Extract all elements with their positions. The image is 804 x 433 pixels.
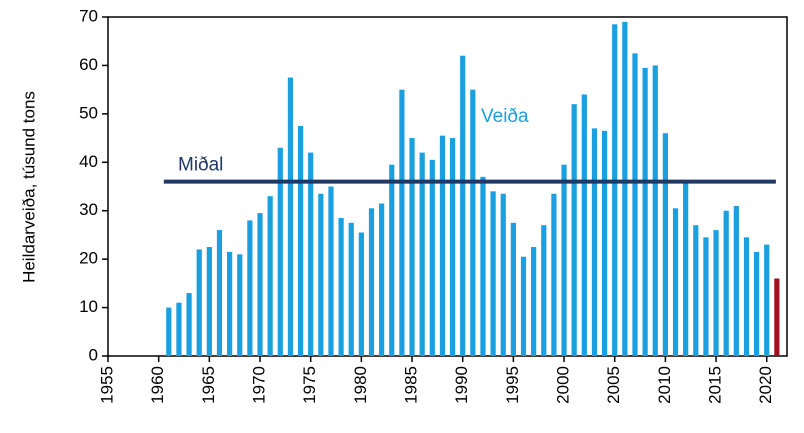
bar (389, 164, 395, 356)
bar (379, 203, 385, 356)
bar (561, 164, 567, 356)
bar (723, 210, 729, 356)
bar (551, 193, 557, 356)
x-tick-label: 2005 (604, 366, 623, 404)
bar (672, 208, 679, 356)
x-tick-label: 1995 (503, 366, 522, 404)
bar (591, 128, 598, 356)
bar (510, 222, 516, 356)
bar (338, 217, 344, 356)
bar (683, 181, 689, 356)
bar (581, 94, 587, 356)
bar (419, 152, 425, 356)
bar (247, 220, 253, 356)
bar (206, 247, 212, 356)
bar (753, 251, 760, 356)
bar (277, 147, 283, 356)
mean-label: Miðal (178, 155, 223, 176)
bar (216, 230, 223, 356)
bar (703, 237, 709, 356)
x-tick-label: 1980 (351, 366, 370, 404)
x-tick-label: 1965 (199, 366, 218, 404)
bar (237, 254, 243, 356)
bar (460, 55, 466, 356)
bar (743, 237, 750, 356)
x-tick-label: 1990 (452, 366, 471, 404)
bar (612, 24, 618, 357)
x-tick-label: 2020 (756, 366, 775, 404)
y-tick-label: 70 (79, 6, 98, 25)
bar (439, 135, 446, 356)
x-tick-label: 1970 (249, 366, 268, 404)
bar (227, 251, 233, 356)
bar (358, 232, 364, 356)
x-tick-label: 2010 (655, 366, 674, 404)
x-tick-label: 1985 (402, 366, 421, 404)
x-tick-label: 2000 (554, 366, 573, 404)
bar (733, 205, 739, 356)
bar (196, 249, 202, 356)
bar (409, 138, 415, 356)
bar (166, 307, 172, 356)
bar (308, 152, 314, 356)
bar (480, 176, 486, 356)
bar (531, 247, 537, 356)
bar (267, 196, 273, 356)
y-tick-label: 40 (79, 152, 98, 171)
bar (652, 65, 658, 356)
bar (500, 193, 506, 356)
bar (449, 138, 456, 356)
bar (520, 256, 527, 356)
bar (490, 191, 496, 356)
bar (693, 225, 699, 356)
y-tick-label: 20 (79, 249, 98, 268)
bar (186, 293, 192, 356)
bar (713, 230, 719, 356)
bar (368, 208, 375, 356)
bar (348, 222, 354, 356)
x-tick-label: 1960 (148, 366, 167, 404)
bar (297, 125, 304, 356)
bar (399, 89, 405, 357)
bar (470, 89, 476, 357)
bar (632, 53, 638, 356)
bar (622, 21, 628, 356)
bar (764, 244, 770, 356)
bar (662, 133, 668, 356)
y-tick-label: 0 (89, 345, 98, 364)
x-tick-label: 1975 (300, 366, 319, 404)
y-axis-label: Heildarveiða, túsund tons (19, 91, 38, 283)
plot-frame (107, 16, 788, 357)
bar (328, 186, 334, 356)
bar (429, 159, 435, 356)
bar (318, 193, 324, 356)
y-tick-label: 10 (79, 297, 98, 316)
x-tick-label: 1955 (97, 366, 116, 404)
bar (541, 225, 547, 356)
bar (601, 130, 608, 356)
bar (287, 77, 294, 357)
annotation: Veiða (481, 106, 529, 127)
bar (571, 104, 577, 357)
y-tick-label: 60 (79, 55, 98, 74)
y-tick-label: 30 (79, 200, 98, 219)
bar (176, 302, 182, 356)
bar (257, 213, 263, 356)
bar (774, 278, 780, 356)
bar (642, 67, 648, 356)
x-tick-label: 2015 (706, 366, 725, 404)
y-tick-label: 50 (79, 103, 98, 122)
